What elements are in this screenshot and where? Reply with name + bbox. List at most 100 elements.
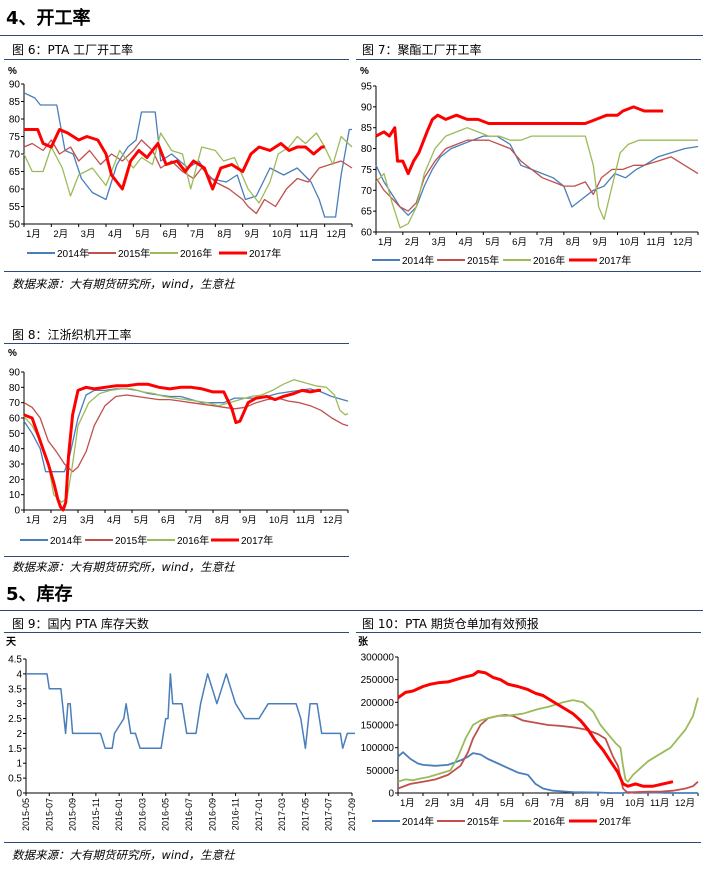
x-tick-label: 7月: [190, 229, 205, 240]
caption-rule: [4, 632, 349, 633]
chart-fig7: % 60 65 70 75 80 85 90 95 1月 2月 3月 4月 5月 6月 7月 8月 9月 10月 11…: [360, 66, 699, 267]
x-tick-label: 10月: [269, 515, 289, 526]
caption-rule: [4, 343, 349, 344]
y-tick-label: 0: [16, 789, 22, 800]
y-tick-label: 55: [9, 202, 21, 213]
y-tick-label: 4.5: [8, 655, 22, 666]
y-tick-label: 150000: [361, 721, 395, 732]
legend-label: 2014年: [402, 815, 434, 828]
y-tick-label: 10: [9, 490, 21, 501]
x-tick-label: 5月: [485, 237, 500, 248]
legend-label: 2015年: [467, 254, 499, 267]
x-tick-label: 5月: [134, 515, 149, 526]
x-tick-label: 1月: [26, 229, 41, 240]
y-tick-label: 75: [361, 165, 373, 176]
x-tick-label: 2月: [53, 515, 68, 526]
x-tick-label: 12月: [673, 237, 693, 248]
series-line-2016年: [375, 127, 698, 229]
x-tick-label: 12月: [327, 229, 347, 240]
y-unit-label: %: [360, 66, 369, 77]
y-tick-label: 80: [361, 144, 373, 155]
y-tick-label: 90: [9, 80, 21, 91]
x-tick-label: 2016-01: [114, 798, 124, 831]
series-line-2014年: [23, 92, 352, 218]
section-rule: [0, 610, 703, 611]
caption-rule: [4, 59, 349, 60]
section-rule: [0, 35, 703, 36]
legend-label: 2017年: [249, 247, 281, 260]
x-tick-label: 2015-11: [91, 798, 101, 830]
x-tick-label: 6月: [163, 229, 178, 240]
y-tick-label: 65: [361, 207, 373, 218]
x-tick-label: 2017-05: [300, 798, 310, 831]
x-tick-label: 12月: [675, 798, 695, 809]
x-tick-label: 4月: [108, 229, 123, 240]
legend-label: 2016年: [180, 247, 212, 260]
x-tick-label: 7月: [188, 515, 203, 526]
legend-label: 2016年: [177, 534, 209, 547]
x-tick-label: 2015-09: [68, 798, 78, 831]
chart-fig10: 张 0 50000 100000 150000 200000 250000 300000 1月 2…: [358, 635, 699, 828]
y-tick-label: 4: [16, 669, 22, 680]
legend-label: 2015年: [115, 534, 147, 547]
series-line-inventory-days: [26, 673, 355, 750]
chart-fig6: % 50 55 60 65 70 75 80 85 90 1月 2月 3月 4月 5月 6月 7月 8月 9月 10月…: [8, 66, 353, 260]
x-tick-label: 10月: [272, 229, 292, 240]
x-tick-label: 2017-03: [277, 798, 287, 831]
legend-label: 2014年: [57, 247, 89, 260]
caption-rule: [356, 632, 701, 633]
y-tick-label: 3.5: [8, 684, 22, 695]
x-tick-label: 7月: [550, 798, 565, 809]
caption-rule: [356, 59, 701, 60]
x-tick-label: 12月: [323, 515, 343, 526]
y-tick-label: 250000: [361, 675, 395, 686]
y-tick-label: 0: [388, 789, 394, 800]
x-tick-label: 2016-03: [137, 798, 147, 831]
source-note: 数据来源：大有期货研究所，wind，生意社: [12, 848, 235, 862]
x-tick-label: 8月: [215, 515, 230, 526]
x-tick-label: 2017-07: [324, 798, 334, 831]
y-tick-label: 75: [9, 132, 21, 143]
y-tick-label: 40: [9, 444, 21, 455]
y-tick-label: 65: [9, 167, 21, 178]
y-tick-label: 85: [361, 123, 373, 134]
x-tick-label: 8月: [566, 237, 581, 248]
x-tick-label: 2016-11: [231, 798, 241, 830]
y-tick-label: 1: [16, 759, 22, 770]
series-line-2017年: [23, 382, 321, 512]
series-line-2014年: [397, 751, 698, 794]
y-unit-label: %: [8, 66, 17, 77]
x-tick-label: 4月: [459, 237, 474, 248]
source-rule: [4, 271, 701, 272]
y-tick-label: 85: [9, 97, 21, 108]
x-tick-label: 2016-09: [207, 798, 217, 831]
y-tick-label: 2: [16, 729, 22, 740]
y-tick-label: 60: [361, 228, 373, 239]
x-tick-label: 2016-05: [161, 798, 171, 831]
y-tick-label: 60: [9, 185, 21, 196]
x-tick-label: 9月: [245, 229, 260, 240]
x-tick-label: 2月: [425, 798, 440, 809]
x-tick-label: 2016-07: [184, 798, 194, 831]
y-tick-label: 70: [9, 398, 21, 409]
legend-label: 2015年: [118, 247, 150, 260]
x-tick-label: 11月: [650, 798, 669, 809]
source-rule: [4, 556, 349, 557]
figure-caption-fig7: 图 7：聚酯工厂开工率: [362, 43, 482, 57]
x-tick-label: 4月: [475, 798, 490, 809]
figure-caption-fig6: 图 6：PTA 工厂开工率: [12, 43, 134, 57]
y-tick-label: 30: [9, 460, 21, 471]
x-tick-label: 7月: [539, 237, 554, 248]
x-tick-label: 5月: [500, 798, 515, 809]
y-tick-label: 20: [9, 475, 21, 486]
section-title-operating-rate: 4、开工率: [6, 8, 91, 29]
x-tick-label: 1月: [26, 515, 41, 526]
series-line-2017年: [24, 128, 325, 191]
figure-caption-fig8: 图 8：江浙织机开工率: [12, 328, 132, 342]
y-tick-label: 1.5: [8, 744, 22, 755]
series-line-2016年: [23, 132, 353, 204]
x-tick-label: 6月: [512, 237, 527, 248]
y-tick-label: 90: [361, 102, 373, 113]
series-line-2017年: [375, 105, 664, 176]
x-tick-label: 2017-09: [347, 798, 355, 831]
